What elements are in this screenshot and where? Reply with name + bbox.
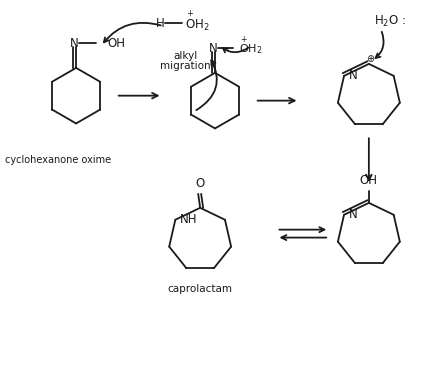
Text: $\oplus$: $\oplus$ xyxy=(366,53,375,64)
Text: N: N xyxy=(70,37,78,49)
Text: caprolactam: caprolactam xyxy=(168,284,233,294)
Text: OH: OH xyxy=(360,174,378,187)
Text: $\overset{+}{\mathrm{O}}$H$_2$: $\overset{+}{\mathrm{O}}$H$_2$ xyxy=(185,10,210,33)
Text: H$_2$O :: H$_2$O : xyxy=(374,14,406,29)
Text: cyclohexanone oxime: cyclohexanone oxime xyxy=(5,155,111,165)
Text: N: N xyxy=(209,41,217,55)
Text: N: N xyxy=(349,70,358,82)
Text: H: H xyxy=(156,17,165,30)
Text: $\overset{+}{\mathrm{O}}$H$_2$: $\overset{+}{\mathrm{O}}$H$_2$ xyxy=(239,34,262,56)
Text: alkyl: alkyl xyxy=(173,51,198,61)
Text: NH: NH xyxy=(180,213,198,226)
Text: O: O xyxy=(195,177,205,190)
Text: migration: migration xyxy=(160,61,211,71)
Text: N: N xyxy=(349,208,358,221)
Text: OH: OH xyxy=(108,37,126,49)
